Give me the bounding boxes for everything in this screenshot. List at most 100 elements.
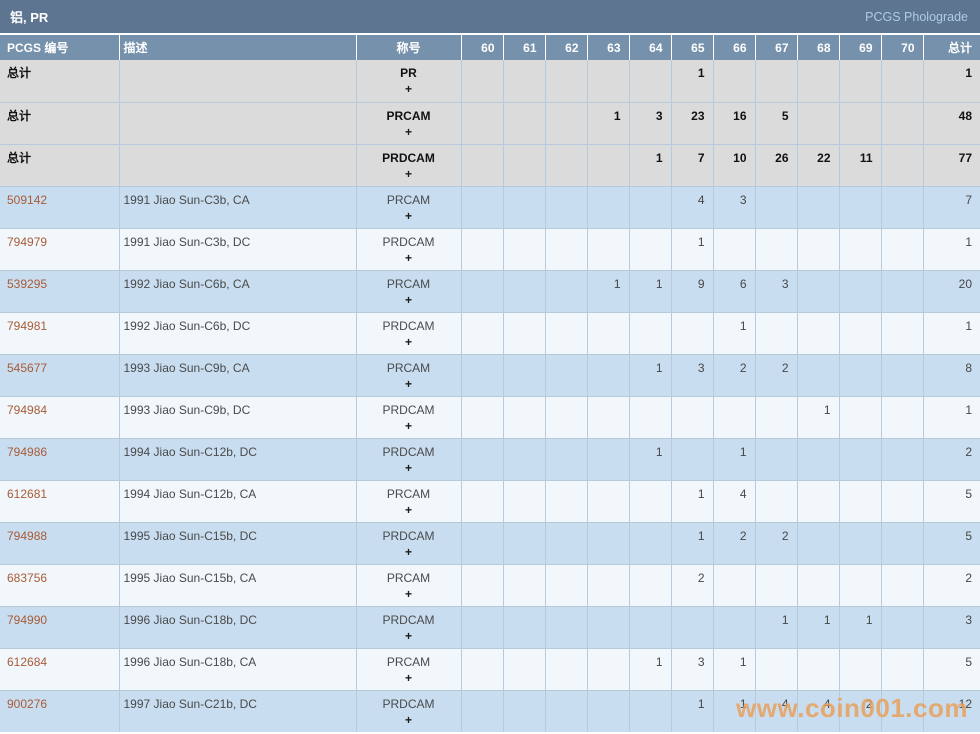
grade-60-count-cell [461, 354, 504, 397]
grade-69-count-cell [839, 354, 882, 397]
grade-64-count-cell: 1 [629, 270, 672, 313]
designation-plus: + [404, 124, 412, 139]
designation-cell: PRDCAM + [356, 606, 462, 649]
grade-66-count-cell: 2 [713, 522, 756, 565]
pcgs-number-link[interactable]: 794986 [0, 438, 120, 481]
designation-name: PRDCAM [382, 444, 435, 459]
grade-63-count-cell [587, 690, 630, 732]
grade-62-count-cell [545, 648, 588, 691]
grade-61-count-cell [503, 690, 546, 732]
pcgs-number-link[interactable]: 612684 [0, 648, 120, 691]
grade-69-count-cell [839, 312, 882, 355]
grade-65-count-cell: 9 [671, 270, 714, 313]
grade-66-count-cell: 2 [713, 354, 756, 397]
grade-70-count-cell [881, 648, 924, 691]
grade-65-count-cell: 1 [671, 690, 714, 732]
grade-66-count-cell [713, 564, 756, 607]
pcgs-number-link[interactable]: 612681 [0, 480, 120, 523]
pcgs-number-link[interactable]: 545677 [0, 354, 120, 397]
grade-68-count-cell [797, 522, 840, 565]
description-cell: 1992 Jiao Sun-C6b, DC [119, 312, 357, 355]
grade-62-count-cell [545, 312, 588, 355]
grade-65-count-cell: 7 [671, 144, 714, 187]
row-total-cell: 1 [923, 312, 980, 355]
grade-70-count-cell [881, 606, 924, 649]
designation-name: PRCAM [386, 486, 431, 501]
designation-cell: PRDCAM + [356, 522, 462, 565]
column-header-designation: 称号 [356, 35, 462, 60]
designation-name: PRCAM [386, 570, 431, 585]
grade-63-count-cell [587, 564, 630, 607]
grade-70-count-cell [881, 522, 924, 565]
pcgs-number-link[interactable]: 794988 [0, 522, 120, 565]
grade-66-count-cell: 1 [713, 312, 756, 355]
grade-62-count-cell [545, 396, 588, 439]
designation-name: PRCAM [386, 276, 431, 291]
pcgs-number-link[interactable]: 539295 [0, 270, 120, 313]
grade-65-count-cell: 1 [671, 60, 714, 103]
grade-68-count-cell [797, 228, 840, 271]
column-header-grade-70: 70 [881, 35, 924, 60]
grade-63-count-cell [587, 648, 630, 691]
description-cell: 1995 Jiao Sun-C15b, CA [119, 564, 357, 607]
grade-62-count-cell [545, 186, 588, 229]
grade-64-count-cell [629, 312, 672, 355]
table-row: 612684 1996 Jiao Sun-C18b, CA PRCAM + 1 … [0, 648, 980, 691]
grade-69-count-cell [839, 228, 882, 271]
grade-64-count-cell [629, 228, 672, 271]
designation-plus: + [404, 376, 412, 391]
row-total-cell: 8 [923, 354, 980, 397]
column-header-grade-68: 68 [797, 35, 840, 60]
column-header-grade-66: 66 [713, 35, 756, 60]
row-total-cell: 3 [923, 606, 980, 649]
grade-69-count-cell: 11 [839, 144, 882, 187]
pcgs-number-link[interactable]: 900276 [0, 690, 120, 732]
column-header-grade-62: 62 [545, 35, 588, 60]
grade-70-count-cell [881, 60, 924, 103]
designation-plus: + [404, 712, 412, 727]
pcgs-number-link[interactable]: 509142 [0, 186, 120, 229]
table-row: 900276 1997 Jiao Sun-C21b, DC PRDCAM + 1… [0, 690, 980, 732]
grade-70-count-cell [881, 354, 924, 397]
designation-plus: + [404, 82, 412, 96]
designation-plus: + [404, 670, 412, 685]
pcgs-number-link[interactable]: 794990 [0, 606, 120, 649]
pcgs-number-link[interactable]: 794984 [0, 396, 120, 439]
row-total-cell: 12 [923, 690, 980, 732]
grade-66-count-cell: 10 [713, 144, 756, 187]
grade-69-count-cell [839, 648, 882, 691]
designation-plus: + [404, 292, 412, 307]
photograde-link[interactable]: PCGS Pholograde [865, 9, 968, 24]
grade-63-count-cell [587, 480, 630, 523]
grade-64-count-cell [629, 60, 672, 103]
pcgs-number-link[interactable]: 683756 [0, 564, 120, 607]
description-cell: 1995 Jiao Sun-C15b, DC [119, 522, 357, 565]
grade-61-count-cell [503, 396, 546, 439]
title-bar: 铝, PR PCGS Pholograde [0, 0, 980, 35]
grade-70-count-cell [881, 312, 924, 355]
grade-67-count-cell: 2 [755, 522, 798, 565]
description-cell: 1991 Jiao Sun-C3b, DC [119, 228, 357, 271]
grade-61-count-cell [503, 228, 546, 271]
page-title: 铝, PR [10, 10, 49, 25]
row-total-cell: 48 [923, 102, 980, 145]
grade-62-count-cell [545, 690, 588, 732]
designation-cell: PRDCAM + [356, 438, 462, 481]
designation-cell: PRDCAM + [356, 144, 462, 187]
description-cell: 1996 Jiao Sun-C18b, DC [119, 606, 357, 649]
grade-61-count-cell [503, 480, 546, 523]
grade-63-count-cell [587, 312, 630, 355]
grade-65-count-cell: 4 [671, 186, 714, 229]
grade-68-count-cell: 4 [797, 690, 840, 732]
grade-65-count-cell: 3 [671, 648, 714, 691]
description-cell: 1991 Jiao Sun-C3b, CA [119, 186, 357, 229]
description-cell: 1996 Jiao Sun-C18b, CA [119, 648, 357, 691]
description-cell: 1992 Jiao Sun-C6b, CA [119, 270, 357, 313]
table-row: 509142 1991 Jiao Sun-C3b, CA PRCAM + 4 3… [0, 186, 980, 229]
grade-67-count-cell [755, 60, 798, 103]
pcgs-number-link[interactable]: 794979 [0, 228, 120, 271]
table-row: 总计 PRDCAM + 1 7 10 26 22 11 77 [0, 144, 980, 187]
column-header-grade-64: 64 [629, 35, 672, 60]
pcgs-number-link[interactable]: 794981 [0, 312, 120, 355]
grade-68-count-cell: 1 [797, 606, 840, 649]
